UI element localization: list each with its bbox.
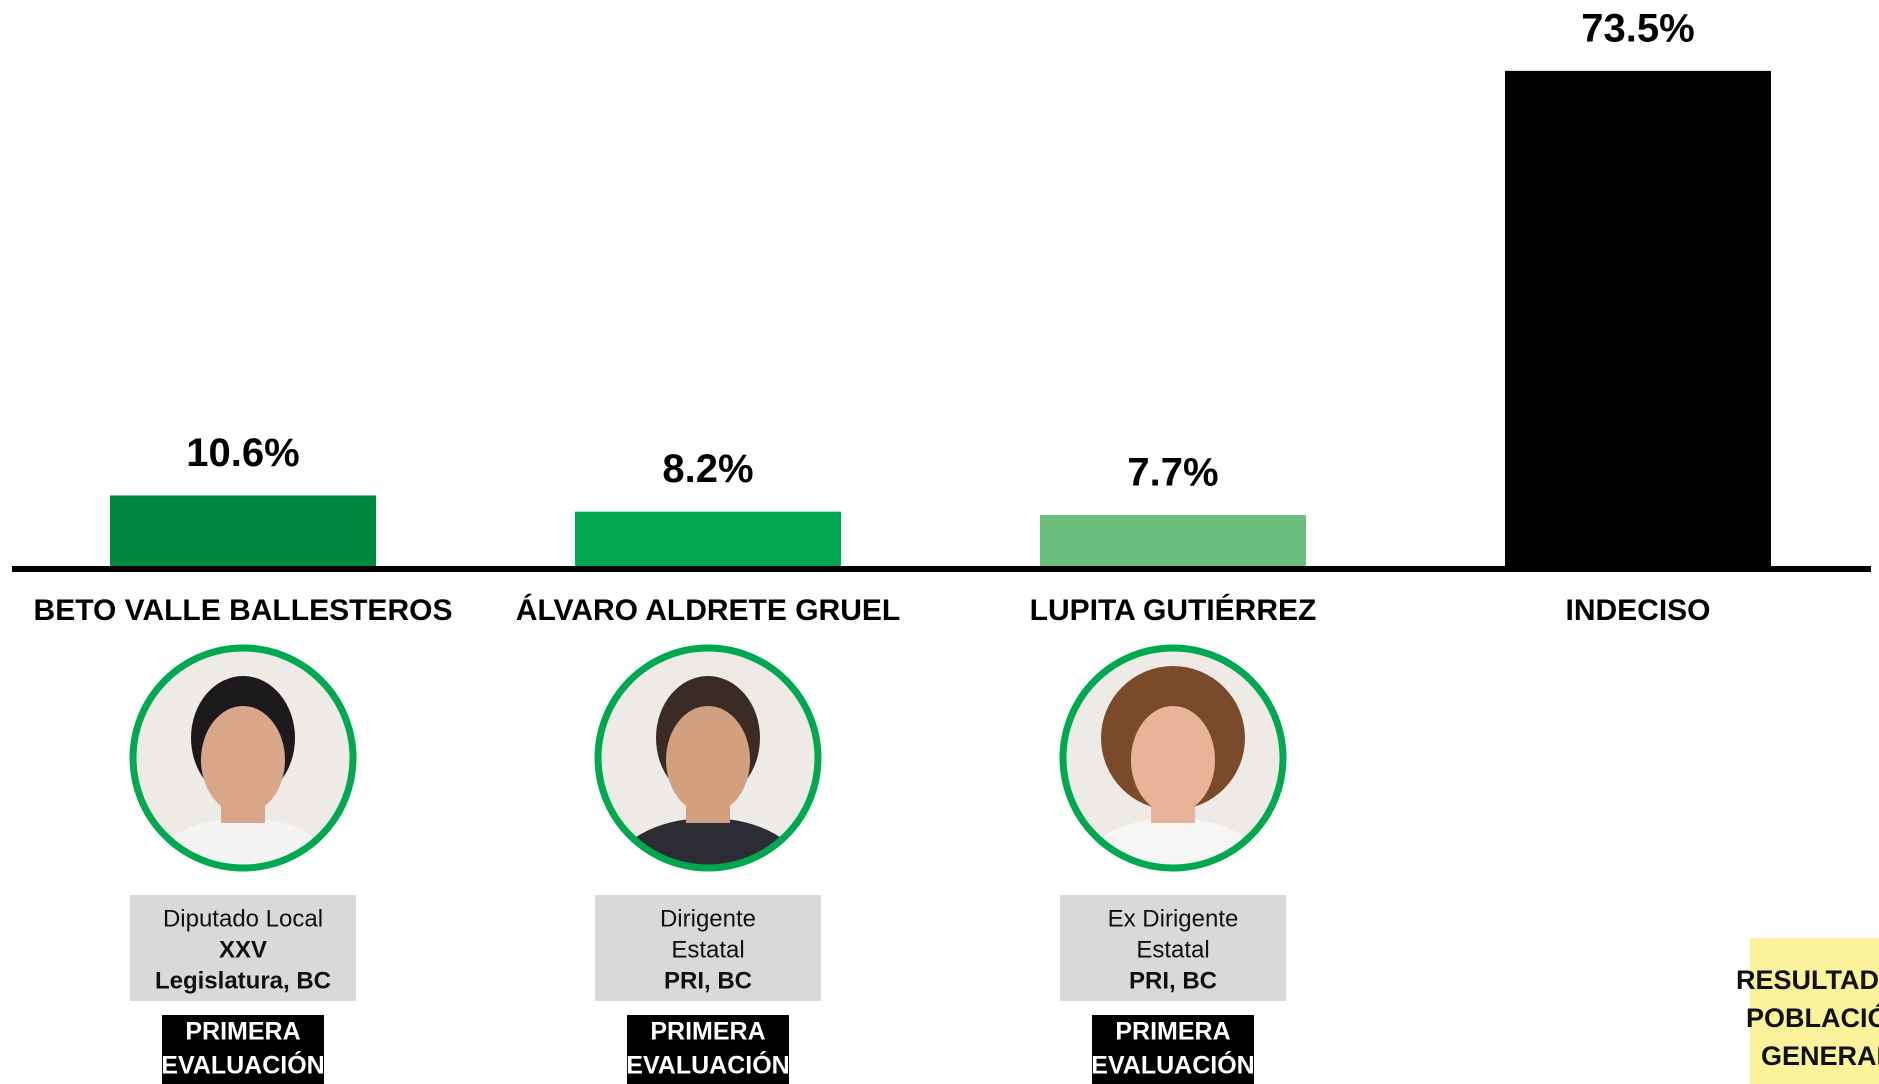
photo: [600, 650, 816, 866]
note-box: [1750, 938, 1879, 1084]
photo-ring: [129, 644, 357, 872]
bar: [1505, 70, 1771, 567]
badge-line: PRIMERA: [1115, 1018, 1230, 1046]
role-box: [595, 895, 821, 1001]
badge-line: PRIMERA: [185, 1018, 300, 1046]
note-line: POBLACIÓN: [1746, 1002, 1879, 1033]
role-line: PRI, BC: [1129, 967, 1217, 994]
bar: [575, 511, 841, 567]
role-line: Dirigente: [660, 905, 756, 932]
bar: [1040, 515, 1306, 567]
shirt: [148, 818, 338, 866]
value-label: 7.7%: [1127, 451, 1218, 495]
role-box: [130, 895, 356, 1001]
role-line: Legislatura, BC: [155, 967, 331, 994]
face: [201, 706, 285, 814]
role-line: Ex Dirigente: [1108, 905, 1239, 932]
role-line: Estatal: [1136, 936, 1209, 963]
badge-box: [162, 1015, 324, 1084]
face: [666, 706, 750, 814]
note-line: RESULTADOS: [1736, 965, 1879, 995]
note-line: GENERAL: [1761, 1041, 1879, 1071]
category-label: ÁLVARO ALDRETE GRUEL: [516, 593, 900, 627]
category-label: LUPITA GUTIÉRREZ: [1030, 593, 1317, 627]
badge-box: [627, 1015, 789, 1084]
role-box: [1060, 895, 1286, 1001]
category-label: INDECISO: [1565, 594, 1710, 627]
face: [1131, 706, 1215, 814]
role-line: Diputado Local: [163, 905, 323, 932]
role-line: Estatal: [671, 936, 744, 963]
badge-line: EVALUACIÓN: [626, 1050, 789, 1080]
role-line: XXV: [219, 936, 267, 963]
photo: [1065, 650, 1281, 866]
value-label: 73.5%: [1581, 6, 1694, 50]
shirt: [1078, 818, 1268, 866]
photo-ring: [594, 644, 822, 872]
value-label: 10.6%: [186, 431, 299, 475]
badge-line: EVALUACIÓN: [161, 1050, 324, 1080]
badge-line: PRIMERA: [650, 1018, 765, 1046]
role-line: PRI, BC: [664, 967, 752, 994]
bar: [110, 495, 376, 567]
photo-ring: [1059, 644, 1287, 872]
category-label: BETO VALLE BALLESTEROS: [34, 594, 453, 627]
photo: [135, 650, 351, 866]
value-label: 8.2%: [662, 447, 753, 491]
shirt: [613, 818, 803, 866]
badge-box: [1092, 1015, 1254, 1084]
badge-line: EVALUACIÓN: [1091, 1050, 1254, 1080]
